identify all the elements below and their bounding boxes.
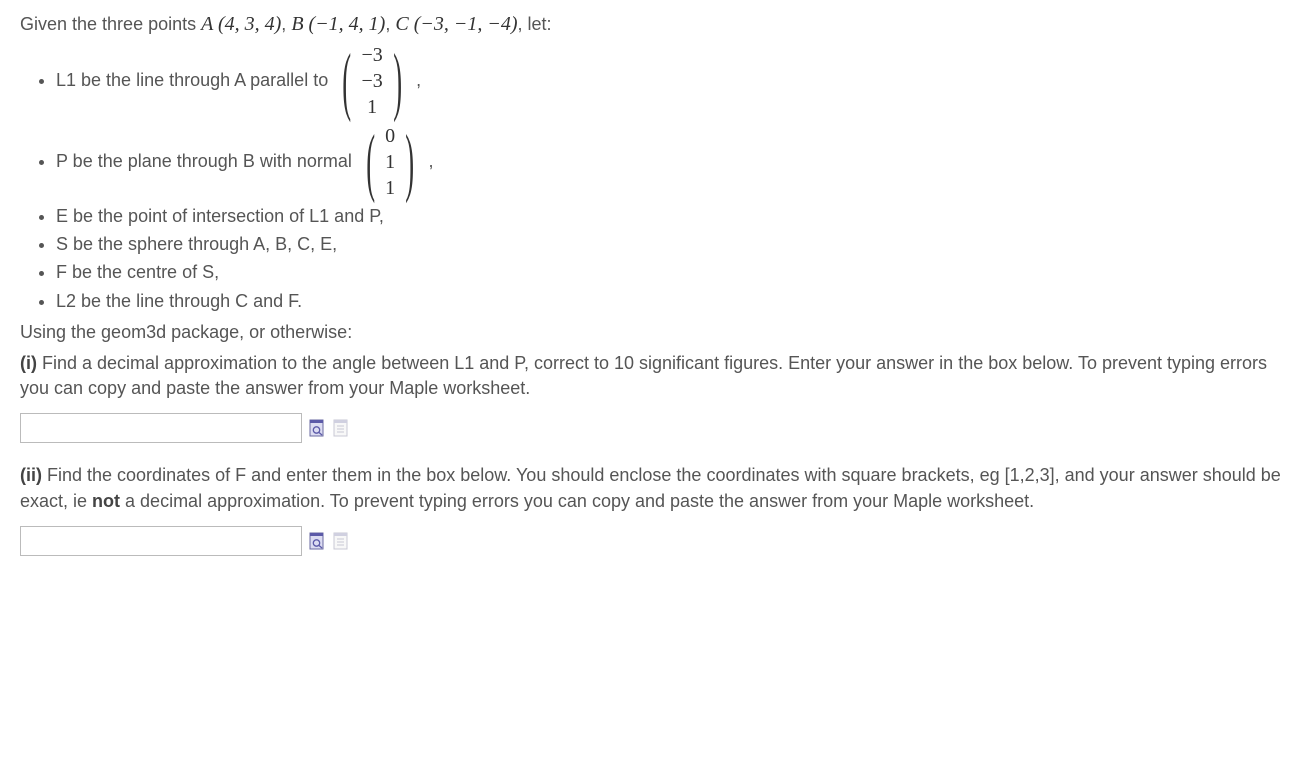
intro-line: Given the three points A (4, 3, 4), B (−… (20, 10, 1283, 38)
paren-left: ( (342, 47, 351, 115)
paren-right: ) (405, 128, 414, 196)
instruction-line: Using the geom3d package, or otherwise: (20, 320, 1283, 345)
paren-left: ( (366, 128, 375, 196)
point-C: C (−3, −1, −4) (395, 13, 517, 35)
vec-entry: 1 (367, 94, 377, 120)
list-item-E: E be the point of intersection of L1 and… (56, 204, 1283, 229)
paren-right: ) (393, 47, 402, 115)
answer-input-1[interactable] (20, 413, 302, 443)
intro-suffix: , let: (518, 14, 552, 34)
preview-icon[interactable] (308, 531, 326, 551)
li-L1-after: , (416, 68, 421, 93)
list-item-L2: L2 be the line through C and F. (56, 289, 1283, 314)
answer-row-1 (20, 413, 1283, 443)
vec-entry: 1 (385, 175, 395, 201)
point-A: A (4, 3, 4) (201, 13, 281, 35)
vector-P: ( 0 1 1 ) (358, 123, 423, 201)
question-2: (ii) Find the coordinates of F and enter… (20, 463, 1283, 513)
intro-prefix: Given the three points (20, 14, 201, 34)
answer-row-2 (20, 526, 1283, 556)
li-P-after: , (428, 149, 433, 174)
q2-label: (ii) (20, 465, 47, 485)
vector-L1: ( −3 −3 1 ) (334, 42, 410, 120)
li-P-text: P be the plane through B with normal (56, 149, 352, 174)
q2-text-after: a decimal approximation. To prevent typi… (120, 491, 1034, 511)
vec-entry: −3 (362, 68, 383, 94)
answer-input-2[interactable] (20, 526, 302, 556)
vec-entry: 0 (385, 123, 395, 149)
q1-text: Find a decimal approximation to the angl… (20, 353, 1267, 398)
list-item-S: S be the sphere through A, B, C, E, (56, 232, 1283, 257)
intro-sep1: , (281, 14, 291, 34)
question-1: (i) Find a decimal approximation to the … (20, 351, 1283, 401)
li-L1-text: L1 be the line through A parallel to (56, 68, 328, 93)
q2-bold: not (92, 491, 120, 511)
help-icon[interactable] (332, 418, 350, 438)
preview-icon[interactable] (308, 418, 326, 438)
q1-label: (i) (20, 353, 42, 373)
help-icon[interactable] (332, 531, 350, 551)
list-item-F: F be the centre of S, (56, 260, 1283, 285)
point-B: B (−1, 4, 1) (291, 13, 385, 35)
vec-entry: 1 (385, 149, 395, 175)
intro-sep2: , (385, 14, 395, 34)
list-item-L1: L1 be the line through A parallel to ( −… (56, 42, 1283, 120)
definition-list: L1 be the line through A parallel to ( −… (20, 42, 1283, 314)
vec-entry: −3 (362, 42, 383, 68)
list-item-P: P be the plane through B with normal ( 0… (56, 123, 1283, 201)
